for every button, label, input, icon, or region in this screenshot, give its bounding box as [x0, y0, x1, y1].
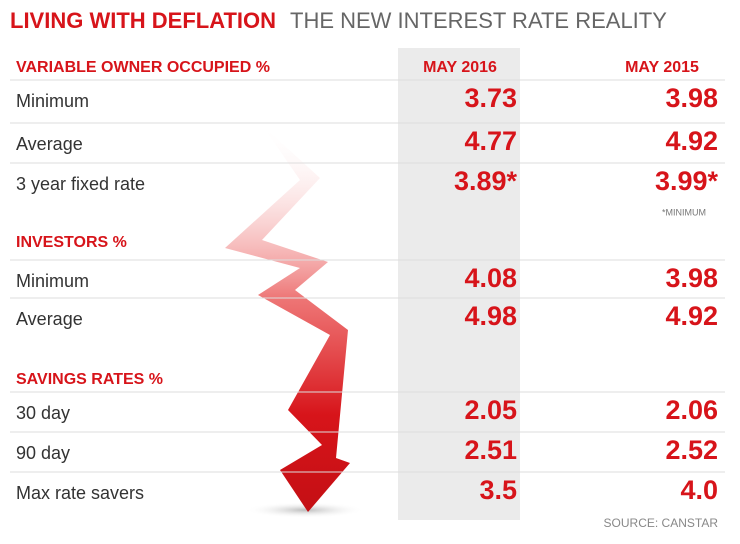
rate-value: 2.05	[464, 395, 517, 425]
rate-value: 4.0	[680, 475, 718, 505]
row-label: Minimum	[16, 91, 89, 111]
rate-value: 3.73	[464, 83, 517, 113]
highlight-column	[398, 48, 520, 520]
row-label: Max rate savers	[16, 483, 144, 503]
subtitle: THE NEW INTEREST RATE REALITY	[290, 8, 667, 33]
row-label: 90 day	[16, 443, 70, 463]
rate-value: 4.92	[665, 126, 718, 156]
column-header: MAY 2016	[423, 59, 497, 76]
rate-value: 2.51	[464, 435, 517, 465]
rate-value: 3.89*	[454, 166, 518, 196]
arrow-shadow	[245, 502, 365, 518]
row-label: 30 day	[16, 403, 70, 423]
rate-value: 3.5	[479, 475, 517, 505]
rate-value: 4.92	[665, 301, 718, 331]
rate-value: 2.52	[665, 435, 718, 465]
column-header: MAY 2015	[625, 59, 699, 76]
rate-value: 4.98	[464, 301, 517, 331]
rate-value: 2.06	[665, 395, 718, 425]
rate-value: 4.77	[464, 126, 517, 156]
section-heading: SAVINGS RATES %	[16, 371, 163, 388]
falling-arrow	[225, 125, 350, 512]
rate-value: 3.98	[665, 83, 718, 113]
rate-value: 4.08	[464, 263, 517, 293]
title: LIVING WITH DEFLATION	[10, 8, 276, 33]
row-label: Average	[16, 309, 83, 329]
rate-value: 3.98	[665, 263, 718, 293]
section-heading: VARIABLE OWNER OCCUPIED %	[16, 59, 270, 76]
table-body: VARIABLE OWNER OCCUPIED % Minimum 3.73 3.98…	[10, 59, 725, 505]
section-heading: INVESTORS %	[16, 234, 127, 251]
row-label: Minimum	[16, 271, 89, 291]
rate-value: 3.99*	[655, 166, 719, 196]
row-label: Average	[16, 134, 83, 154]
footnote: *MINIMUM	[662, 207, 706, 217]
source: SOURCE: CANSTAR	[604, 516, 719, 530]
row-label: 3 year fixed rate	[16, 174, 145, 194]
